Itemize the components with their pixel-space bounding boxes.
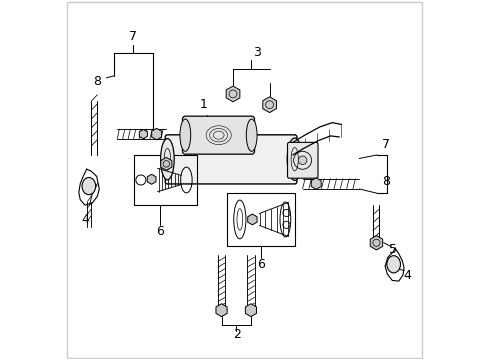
FancyBboxPatch shape bbox=[287, 142, 317, 178]
Polygon shape bbox=[139, 130, 147, 139]
Ellipse shape bbox=[82, 177, 96, 195]
Text: 5: 5 bbox=[388, 243, 397, 256]
Polygon shape bbox=[311, 178, 321, 189]
FancyBboxPatch shape bbox=[182, 116, 254, 154]
Text: 4: 4 bbox=[81, 213, 89, 226]
Polygon shape bbox=[151, 129, 161, 140]
Text: 8: 8 bbox=[93, 75, 102, 88]
Text: 8: 8 bbox=[381, 175, 389, 188]
Polygon shape bbox=[226, 86, 240, 102]
Ellipse shape bbox=[246, 119, 257, 151]
Polygon shape bbox=[369, 235, 382, 250]
Text: 6: 6 bbox=[256, 258, 264, 271]
Polygon shape bbox=[147, 174, 156, 184]
Circle shape bbox=[298, 156, 306, 165]
Text: 7: 7 bbox=[129, 30, 137, 43]
Bar bbox=[134, 155, 197, 205]
Ellipse shape bbox=[286, 138, 302, 180]
Ellipse shape bbox=[180, 119, 190, 151]
Text: 2: 2 bbox=[233, 328, 241, 341]
Text: 6: 6 bbox=[156, 225, 164, 238]
Text: 3: 3 bbox=[253, 46, 261, 59]
Polygon shape bbox=[247, 214, 257, 225]
Text: 4: 4 bbox=[403, 269, 411, 282]
Text: 1: 1 bbox=[199, 98, 207, 111]
Bar bbox=[227, 193, 295, 246]
Ellipse shape bbox=[386, 256, 400, 273]
Polygon shape bbox=[245, 304, 256, 317]
Polygon shape bbox=[216, 304, 226, 317]
Polygon shape bbox=[161, 157, 172, 170]
Text: 7: 7 bbox=[381, 138, 389, 150]
FancyBboxPatch shape bbox=[165, 135, 296, 184]
Ellipse shape bbox=[160, 139, 174, 180]
Polygon shape bbox=[262, 97, 276, 113]
